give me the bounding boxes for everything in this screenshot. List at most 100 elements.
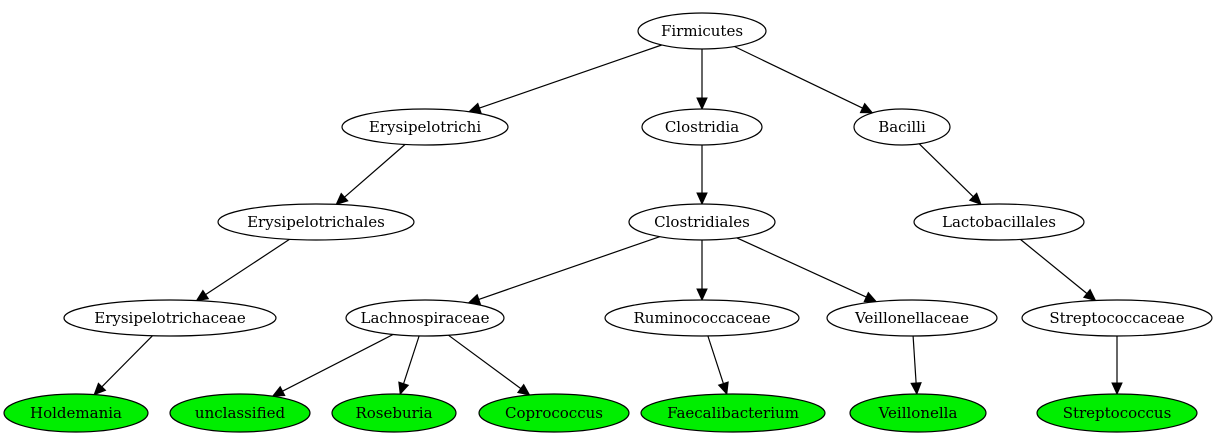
arrowhead-icon bbox=[93, 382, 107, 396]
edge-line bbox=[918, 143, 974, 198]
arrowhead-icon bbox=[863, 291, 878, 303]
arrowhead-icon bbox=[696, 288, 708, 302]
node-ellipse bbox=[341, 108, 509, 146]
node-veillonella: Veillonella bbox=[849, 393, 987, 433]
arrowhead-icon bbox=[1111, 382, 1123, 396]
node-ellipse bbox=[1021, 299, 1213, 337]
arrowhead-icon bbox=[271, 385, 286, 397]
node-label: Ruminococcaceae bbox=[634, 309, 771, 327]
node-ellipse bbox=[641, 108, 763, 146]
node-label: Lactobacillales bbox=[942, 213, 1056, 231]
edge-erysipelotrichi-to-erysipelotrichales bbox=[335, 144, 406, 206]
leaf-node-ellipse bbox=[849, 393, 987, 433]
edge-line bbox=[912, 335, 917, 384]
edge-line bbox=[282, 333, 394, 392]
edge-firmicutes-to-bacilli bbox=[734, 45, 874, 114]
edge-line bbox=[478, 236, 660, 300]
edge-clostridiales-to-ruminococcaceae bbox=[696, 240, 708, 302]
edge-bacilli-to-lactobacillales bbox=[918, 143, 982, 206]
leaf-node-ellipse bbox=[640, 393, 826, 433]
node-ruminococcaceae: Ruminococcaceae bbox=[604, 299, 800, 337]
edge-line bbox=[403, 335, 420, 384]
edge-line bbox=[736, 237, 867, 298]
arrowhead-icon bbox=[398, 381, 410, 396]
leaf-node-ellipse bbox=[3, 393, 149, 433]
arrowhead-icon bbox=[335, 192, 349, 206]
edge-line bbox=[1020, 238, 1088, 294]
arrowhead-icon bbox=[516, 383, 531, 396]
node-label: Clostridiales bbox=[654, 213, 750, 231]
node-label: Streptococcaceae bbox=[1049, 309, 1184, 327]
node-label: Roseburia bbox=[355, 404, 432, 422]
edge-firmicutes-to-erysipelotrichi bbox=[467, 44, 662, 114]
nodes-layer: Firmicutes Erysipelotrichi Clostridia Bacil… bbox=[3, 12, 1213, 433]
node-ellipse bbox=[345, 299, 505, 337]
node-label: Holdemania bbox=[30, 404, 122, 422]
node-label: Erysipelotrichi bbox=[369, 118, 481, 136]
node-label: Firmicutes bbox=[661, 22, 743, 40]
edge-erysipelotrichales-to-erysipelotrichaceae bbox=[195, 238, 290, 302]
node-label: Coprococcus bbox=[505, 404, 603, 422]
node-erysipelotrichi: Erysipelotrichi bbox=[341, 108, 509, 146]
edge-line bbox=[734, 45, 863, 109]
edge-lachnospiraceae-to-coprococcus bbox=[448, 334, 531, 396]
edge-line bbox=[479, 44, 662, 109]
node-label: Erysipelotrichales bbox=[247, 213, 385, 231]
node-label: Lachnospiraceae bbox=[361, 309, 490, 327]
arrowhead-icon bbox=[696, 97, 708, 111]
edge-streptococcaceae-to-streptococcus bbox=[1111, 336, 1123, 396]
arrowhead-icon bbox=[195, 289, 210, 302]
node-bacilli: Bacilli bbox=[853, 108, 951, 146]
edge-firmicutes-to-clostridia bbox=[696, 49, 708, 111]
edge-clostridiales-to-lachnospiraceae bbox=[467, 236, 660, 305]
edge-line bbox=[205, 238, 290, 296]
leaf-node-ellipse bbox=[1036, 393, 1198, 433]
node-label: Veillonella bbox=[878, 404, 958, 422]
node-lactobacillales: Lactobacillales bbox=[913, 203, 1085, 241]
leaf-node-ellipse bbox=[169, 393, 311, 433]
node-coprococcus: Coprococcus bbox=[478, 393, 630, 433]
leaf-node-ellipse bbox=[478, 393, 630, 433]
node-unclassified: unclassified bbox=[169, 393, 311, 433]
arrowhead-icon bbox=[1082, 288, 1097, 302]
edge-line bbox=[448, 334, 522, 389]
node-label: Faecalibacterium bbox=[667, 404, 799, 422]
edge-lachnospiraceae-to-roseburia bbox=[398, 335, 420, 396]
node-veillonellaceae: Veillonellaceae bbox=[826, 299, 998, 337]
edge-line bbox=[101, 335, 153, 388]
edge-clostridia-to-clostridiales bbox=[696, 145, 708, 206]
node-streptococcaceae: Streptococcaceae bbox=[1021, 299, 1213, 337]
node-streptococcus: Streptococcus bbox=[1036, 393, 1198, 433]
node-erysipelotrichales: Erysipelotrichales bbox=[217, 203, 415, 241]
node-label: Clostridia bbox=[665, 118, 739, 136]
edge-clostridiales-to-veillonellaceae bbox=[736, 237, 878, 303]
node-ellipse bbox=[217, 203, 415, 241]
arrowhead-icon bbox=[910, 382, 922, 396]
edge-erysipelotrichaceae-to-holdemania bbox=[93, 335, 153, 396]
node-ellipse bbox=[637, 12, 767, 50]
node-ellipse bbox=[63, 299, 277, 337]
node-firmicutes: Firmicutes bbox=[637, 12, 767, 50]
node-clostridia: Clostridia bbox=[641, 108, 763, 146]
node-roseburia: Roseburia bbox=[331, 393, 457, 433]
arrowhead-icon bbox=[859, 102, 874, 114]
node-label: Streptococcus bbox=[1063, 404, 1172, 422]
arrowhead-icon bbox=[696, 192, 708, 206]
node-ellipse bbox=[913, 203, 1085, 241]
edges-layer bbox=[93, 44, 1123, 397]
edge-line bbox=[707, 335, 724, 384]
node-ellipse bbox=[826, 299, 998, 337]
node-erysipelotrichaceae: Erysipelotrichaceae bbox=[63, 299, 277, 337]
node-faecalibacterium: Faecalibacterium bbox=[640, 393, 826, 433]
arrowhead-icon bbox=[717, 381, 729, 396]
node-ellipse bbox=[604, 299, 800, 337]
node-label: Veillonellaceae bbox=[854, 309, 969, 327]
edge-line bbox=[344, 144, 406, 198]
node-ellipse bbox=[853, 108, 951, 146]
node-label: Erysipelotrichaceae bbox=[94, 309, 246, 327]
edge-ruminococcaceae-to-faecalibacterium bbox=[707, 335, 729, 396]
node-holdemania: Holdemania bbox=[3, 393, 149, 433]
arrowhead-icon bbox=[968, 192, 982, 206]
node-label: Bacilli bbox=[878, 118, 926, 136]
